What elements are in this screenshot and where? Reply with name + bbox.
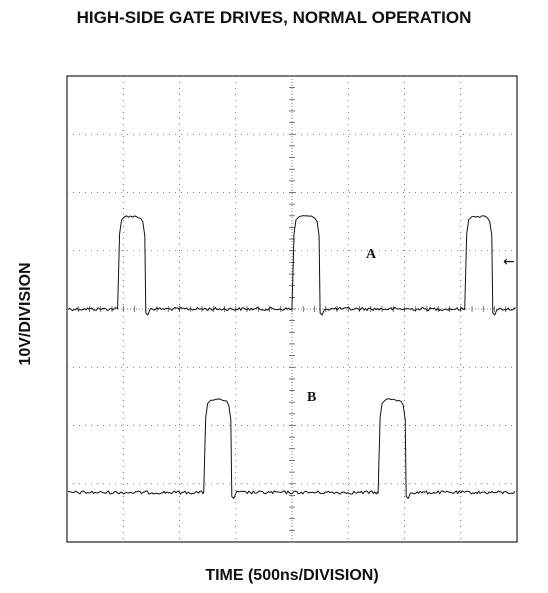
y-axis-label: 10V/DIVISION [17,262,34,366]
trace-b [67,398,516,499]
trace-label-a: A [366,247,377,262]
chart-title: HIGH-SIDE GATE DRIVES, NORMAL OPERATION [76,8,472,27]
x-axis-label: TIME (500ns/DIVISION) [205,567,379,584]
trigger-level-marker: ← [503,254,515,270]
trace-a [67,215,516,316]
trace-label-b: B [307,390,316,405]
waveform-traces [67,215,516,499]
